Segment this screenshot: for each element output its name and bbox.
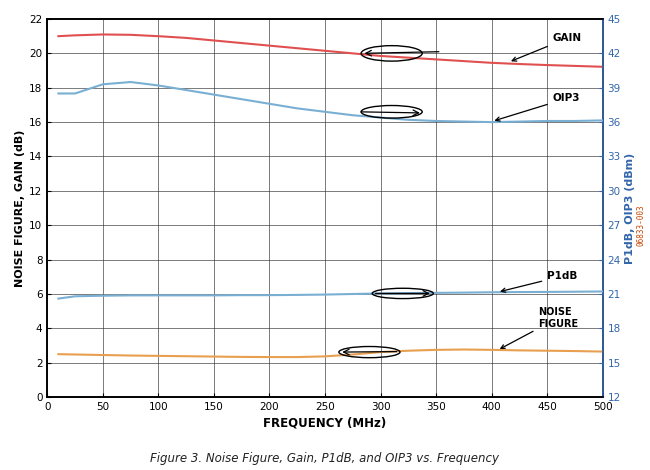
X-axis label: FREQUENCY (MHz): FREQUENCY (MHz) bbox=[263, 416, 387, 429]
Text: NOISE
FIGURE: NOISE FIGURE bbox=[501, 307, 578, 348]
Y-axis label: P1dB, OIP3 (dBm): P1dB, OIP3 (dBm) bbox=[625, 152, 635, 264]
Text: 06833-003: 06833-003 bbox=[636, 205, 645, 246]
Text: Figure 3. Noise Figure, Gain, P1dB, and OIP3 vs. Frequency: Figure 3. Noise Figure, Gain, P1dB, and … bbox=[151, 452, 499, 465]
Y-axis label: NOISE FIGURE, GAIN (dB): NOISE FIGURE, GAIN (dB) bbox=[15, 129, 25, 287]
Text: P1dB: P1dB bbox=[501, 271, 578, 292]
Text: OIP3: OIP3 bbox=[495, 94, 580, 121]
Text: GAIN: GAIN bbox=[512, 33, 582, 61]
